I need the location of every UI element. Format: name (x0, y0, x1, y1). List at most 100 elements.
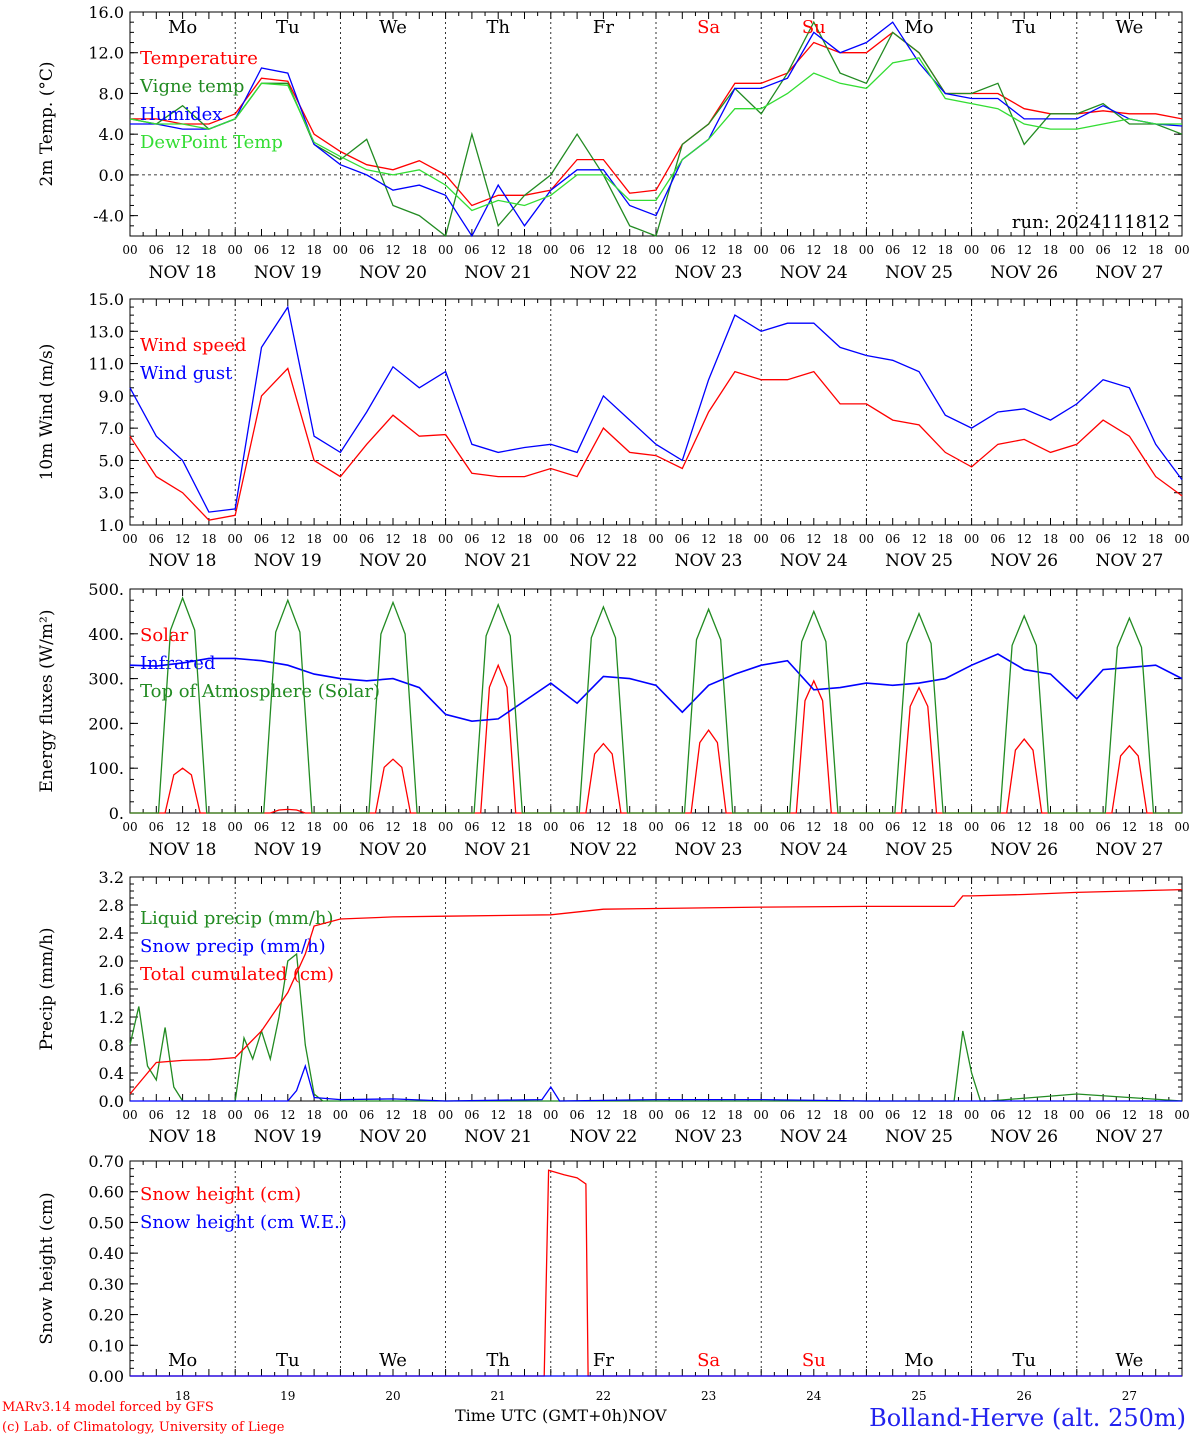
x-hour-label: 12 (806, 1108, 821, 1122)
x-axis-title: Time UTC (GMT+0h)NOV (455, 1406, 667, 1425)
x-hour-label: 12 (701, 820, 716, 834)
x-hour-label: 06 (464, 820, 479, 834)
x-date-label: NOV 27 (1095, 551, 1163, 571)
x-hour-label: 12 (1122, 1108, 1137, 1122)
x-hour-label: 12 (596, 820, 611, 834)
x-hour-label: 00 (648, 243, 663, 257)
x-hour-label: 12 (911, 820, 926, 834)
x-date-label: NOV 24 (780, 551, 848, 571)
x-hour-label: 00 (543, 243, 558, 257)
y-tick-label: 0.00 (88, 1367, 124, 1386)
y-tick-label: 7.0 (99, 419, 124, 438)
x-hour-label: 06 (464, 243, 479, 257)
x-hour-label: 06 (780, 820, 795, 834)
x-date-label: NOV 24 (780, 263, 848, 283)
y-tick-label: 0.30 (88, 1275, 124, 1294)
x-hour-label: 12 (806, 243, 821, 257)
legend-entry: Total cumulated (cm) (140, 964, 334, 985)
y-tick-label: -4.0 (93, 207, 124, 226)
x-hour-label: 12 (596, 243, 611, 257)
legend-entry: Snow height (cm) (140, 1184, 301, 1205)
weekday-label: Su (802, 17, 826, 38)
y-tick-label: 200. (88, 714, 124, 733)
x-hour-label: 18 (201, 243, 216, 257)
x-hour-label: 00 (1174, 532, 1189, 546)
x-hour-label: 00 (228, 243, 243, 257)
y-tick-label: 11.0 (88, 355, 124, 374)
x-hour-label: 18 (306, 532, 321, 546)
legend-entry: Infrared (140, 653, 215, 674)
x-date-label: NOV 26 (990, 840, 1058, 860)
x-hour-label: 12 (1122, 532, 1137, 546)
x-hour-label: 12 (385, 820, 400, 834)
y-tick-label: 0.40 (88, 1244, 124, 1263)
x-hour-label: 18 (1043, 1108, 1058, 1122)
x-hour-label: 00 (1069, 820, 1084, 834)
x-hour-label: 18 (201, 532, 216, 546)
x-hour-label: 06 (990, 243, 1005, 257)
legend-entry: Humidex (140, 104, 222, 125)
x-hour-label: 18 (938, 820, 953, 834)
x-hour-label: 06 (885, 820, 900, 834)
x-hour-label: 06 (254, 532, 269, 546)
x-hour-label: 18 (622, 820, 637, 834)
x-hour-label: 06 (149, 243, 164, 257)
y-tick-label: 0.10 (88, 1336, 124, 1355)
x-hour-label: 00 (964, 1108, 979, 1122)
y-tick-label: 12.0 (88, 44, 124, 63)
x-date-label: NOV 25 (885, 1127, 953, 1147)
x-hour-label: 18 (1148, 820, 1163, 834)
run-label: run: 2024111812 (1012, 212, 1170, 233)
series-line-3-0 (129, 952, 1183, 1102)
x-hour-label: 00 (648, 532, 663, 546)
x-hour-label: 12 (1122, 243, 1137, 257)
x-date-label: NOV 23 (675, 1127, 743, 1147)
x-hour-label: 12 (1017, 820, 1032, 834)
x-hour-label: 06 (569, 820, 584, 834)
x-hour-label: 06 (885, 243, 900, 257)
x-hour-label: 00 (648, 820, 663, 834)
x-date-label: NOV 21 (464, 551, 532, 571)
x-hour-label: 06 (149, 820, 164, 834)
x-date-label: NOV 23 (675, 551, 743, 571)
x-hour-label: 00 (228, 1108, 243, 1122)
x-hour-label: 18 (727, 1108, 742, 1122)
day-number-label: 18 (175, 1389, 190, 1403)
x-hour-label: 12 (280, 820, 295, 834)
y-tick-label: 0. (109, 804, 124, 823)
series-line-1-1 (129, 305, 1183, 513)
y-tick-label: 0.20 (88, 1306, 124, 1325)
x-date-label: NOV 22 (569, 1127, 637, 1147)
station-title: Bolland-Herve (alt. 250m) (869, 1404, 1186, 1432)
x-hour-label: 00 (333, 1108, 348, 1122)
x-hour-label: 12 (1017, 243, 1032, 257)
weekday-label: We (1116, 1350, 1144, 1371)
series-line-1-0 (129, 367, 1183, 521)
x-hour-label: 06 (464, 1108, 479, 1122)
x-hour-label: 00 (1174, 1108, 1189, 1122)
y-tick-label: 9.0 (99, 387, 124, 406)
x-hour-label: 18 (201, 820, 216, 834)
x-hour-label: 00 (964, 243, 979, 257)
x-hour-label: 18 (727, 820, 742, 834)
x-date-label: NOV 24 (780, 840, 848, 860)
x-hour-label: 18 (517, 243, 532, 257)
y-tick-label: 500. (88, 580, 124, 599)
series-line-0-3 (129, 57, 1182, 212)
x-hour-label: 00 (122, 1108, 137, 1122)
series-line-3-2 (129, 888, 1183, 1095)
x-hour-label: 00 (859, 1108, 874, 1122)
x-hour-label: 12 (491, 243, 506, 257)
x-date-label: NOV 26 (990, 551, 1058, 571)
x-hour-label: 18 (832, 820, 847, 834)
weekday-label: Tu (276, 1350, 300, 1371)
x-hour-label: 12 (1017, 532, 1032, 546)
x-hour-label: 00 (543, 1108, 558, 1122)
day-number-label: 23 (701, 1389, 716, 1403)
weekday-label: Su (802, 1350, 826, 1371)
x-hour-label: 18 (622, 1108, 637, 1122)
x-hour-label: 06 (569, 1108, 584, 1122)
x-date-label: NOV 24 (780, 1127, 848, 1147)
x-hour-label: 06 (359, 243, 374, 257)
x-hour-label: 00 (859, 532, 874, 546)
